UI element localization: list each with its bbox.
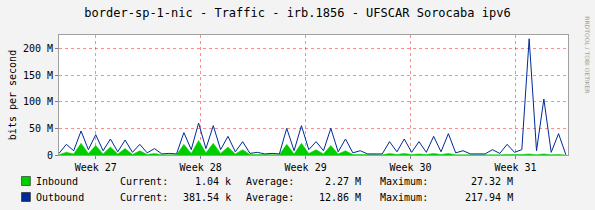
svg-text:27.32 M: 27.32 M <box>471 176 513 187</box>
svg-text:381.54 k: 381.54 k <box>183 192 231 203</box>
svg-text:Current:: Current: <box>120 176 168 187</box>
svg-text:0: 0 <box>47 150 53 161</box>
svg-text:Week 31: Week 31 <box>494 162 536 173</box>
svg-text:Maximum:: Maximum: <box>380 192 428 203</box>
svg-text:RRDTOOL / TOBI OETIKER: RRDTOOL / TOBI OETIKER <box>584 16 591 93</box>
svg-text:200 M: 200 M <box>23 43 53 54</box>
svg-text:217.94 M: 217.94 M <box>465 192 513 203</box>
svg-text:12.86 M: 12.86 M <box>319 192 361 203</box>
svg-text:Week 29: Week 29 <box>285 162 327 173</box>
svg-text:Inbound: Inbound <box>36 176 78 187</box>
svg-text:Outbound: Outbound <box>36 192 84 203</box>
svg-text:Average:: Average: <box>246 192 294 203</box>
svg-text:Maximum:: Maximum: <box>380 176 428 187</box>
svg-text:Week 27: Week 27 <box>75 162 117 173</box>
svg-text:100 M: 100 M <box>23 96 53 107</box>
svg-text:1.04 k: 1.04 k <box>195 176 231 187</box>
svg-text:150 M: 150 M <box>23 70 53 81</box>
svg-text:border-sp-1-nic - Traffic - ir: border-sp-1-nic - Traffic - irb.1856 - U… <box>84 6 510 20</box>
svg-text:2.27 M: 2.27 M <box>325 176 361 187</box>
svg-text:Average:: Average: <box>246 176 294 187</box>
svg-text:bits per second: bits per second <box>7 50 18 140</box>
svg-text:50 M: 50 M <box>29 123 53 134</box>
svg-text:Week 28: Week 28 <box>180 162 222 173</box>
svg-text:Current:: Current: <box>120 192 168 203</box>
svg-text:Week 30: Week 30 <box>390 162 432 173</box>
